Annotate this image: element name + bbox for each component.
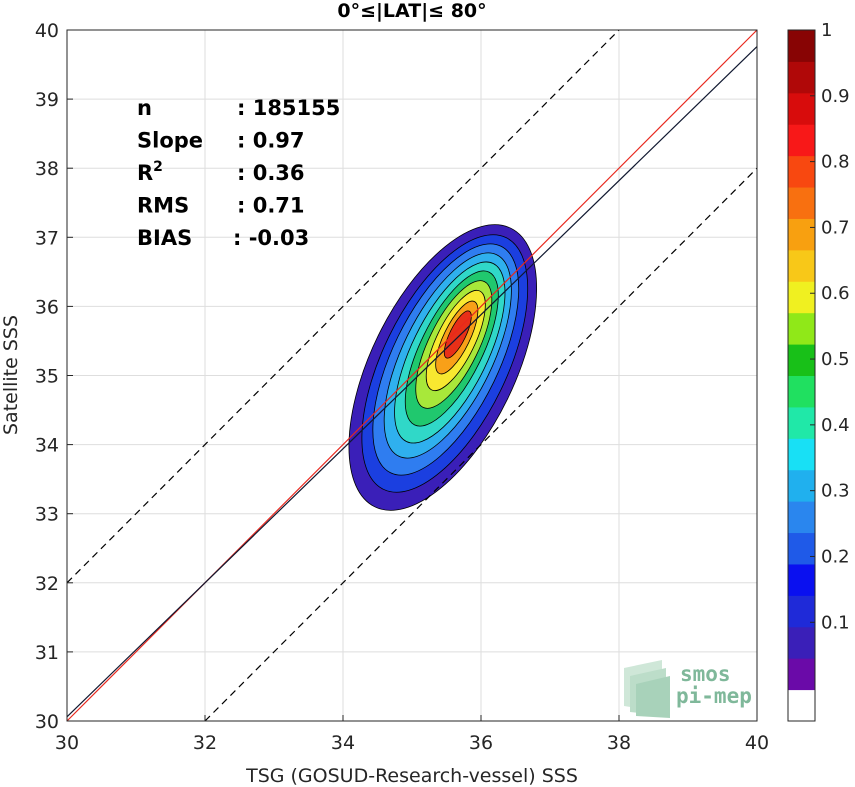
x-tick-label: 30 bbox=[55, 732, 79, 754]
colorbar-segment bbox=[788, 563, 815, 596]
stat-value: : -0.03 bbox=[233, 226, 309, 250]
y-tick-label: 33 bbox=[35, 504, 59, 526]
x-axis-ticks: 30 32 34 36 38 40 bbox=[55, 715, 769, 754]
x-tick-label: 36 bbox=[469, 732, 493, 754]
line-fit bbox=[66, 46, 758, 718]
colorbar-segment bbox=[788, 249, 815, 282]
stat-label: Slope bbox=[137, 129, 203, 153]
reference-lines bbox=[66, 29, 758, 722]
colorbar-tick-label: 0.6 bbox=[821, 283, 850, 304]
x-axis-label: TSG (GOSUD-Research-vessel) SSS bbox=[245, 765, 578, 787]
stat-label: n bbox=[137, 96, 152, 120]
colorbar-segment bbox=[788, 281, 815, 314]
colorbar-segment bbox=[788, 438, 815, 471]
colorbar-tick-label: 0.3 bbox=[821, 481, 850, 502]
colorbar-segment bbox=[788, 92, 815, 125]
colorbar-border bbox=[787, 29, 816, 722]
x-tick-label: 34 bbox=[331, 732, 355, 754]
colorbar-tick-label: 0.7 bbox=[821, 217, 850, 238]
chart-title: 0°≤|LAT|≤ 80° bbox=[337, 0, 486, 22]
x-tick-label: 40 bbox=[745, 732, 769, 754]
line-upper bbox=[66, 29, 620, 584]
colorbar-tick-label: 0.9 bbox=[821, 86, 850, 107]
y-tick-label: 36 bbox=[35, 296, 59, 318]
colorbar-tick-label: 1 bbox=[821, 20, 832, 41]
line-lower bbox=[204, 167, 758, 722]
colorbar-segment bbox=[788, 61, 815, 94]
stat-label: BIAS bbox=[137, 226, 192, 250]
colorbar-segment bbox=[788, 689, 815, 722]
y-tick-label: 37 bbox=[35, 227, 59, 249]
stat-value: : 0.36 bbox=[237, 161, 305, 185]
colorbar-segment bbox=[788, 375, 815, 408]
colorbar-segment bbox=[788, 626, 815, 659]
y-axis-ticks: 30 31 32 33 34 35 36 37 38 39 40 bbox=[35, 20, 73, 733]
colorbar-segment bbox=[788, 406, 815, 439]
colorbar-segment bbox=[788, 658, 815, 691]
colorbar-segment bbox=[788, 155, 815, 188]
colorbar-tick-label: 0.2 bbox=[821, 546, 850, 567]
colorbar-segment bbox=[788, 218, 815, 251]
y-tick-label: 39 bbox=[35, 89, 59, 111]
colorbar-segment bbox=[788, 501, 815, 534]
logo-wave-icon bbox=[624, 660, 670, 718]
colorbar-segment bbox=[788, 312, 815, 345]
stat-label: RMS bbox=[137, 194, 189, 218]
colorbar-tick-label: 0.8 bbox=[821, 152, 850, 173]
x-tick-label: 38 bbox=[607, 732, 631, 754]
stat-value: : 0.71 bbox=[237, 194, 305, 218]
y-tick-label: 38 bbox=[35, 158, 59, 180]
y-tick-label: 30 bbox=[35, 711, 59, 733]
colorbar-segment bbox=[788, 344, 815, 376]
stat-value: : 0.97 bbox=[237, 129, 305, 153]
x-tick-label: 32 bbox=[193, 732, 217, 754]
colorbar-segment bbox=[788, 469, 815, 502]
colorbar-segment bbox=[788, 187, 815, 219]
logo-text-line2: pi-mep bbox=[676, 684, 752, 708]
stat-value: : 185155 bbox=[237, 96, 340, 120]
colorbar-segment bbox=[788, 30, 815, 62]
colorbar-tick-label: 0.5 bbox=[821, 349, 850, 370]
y-tick-label: 40 bbox=[35, 20, 59, 42]
colorbar-ticks: 0.1 0.2 0.3 0.4 0.5 0.6 0.7 0.8 0.9 1 bbox=[810, 20, 850, 633]
colorbar bbox=[787, 29, 816, 722]
colorbar-tick-label: 0.4 bbox=[821, 415, 850, 436]
y-tick-label: 35 bbox=[35, 366, 59, 388]
logo-text-line1: smos bbox=[680, 662, 731, 686]
y-axis-label: Satellite SSS bbox=[0, 315, 22, 435]
y-tick-label: 34 bbox=[35, 435, 59, 457]
smos-logo: smos pi-mep bbox=[624, 660, 752, 718]
colorbar-segment bbox=[788, 532, 815, 565]
y-tick-label: 32 bbox=[35, 573, 59, 595]
plot-area: 30 32 34 36 38 40 30 31 32 33 34 35 36 37 38 39 40 bbox=[35, 20, 769, 754]
colorbar-segment bbox=[788, 124, 815, 157]
y-tick-label: 31 bbox=[35, 642, 59, 664]
colorbar-tick-label: 0.1 bbox=[821, 612, 850, 633]
